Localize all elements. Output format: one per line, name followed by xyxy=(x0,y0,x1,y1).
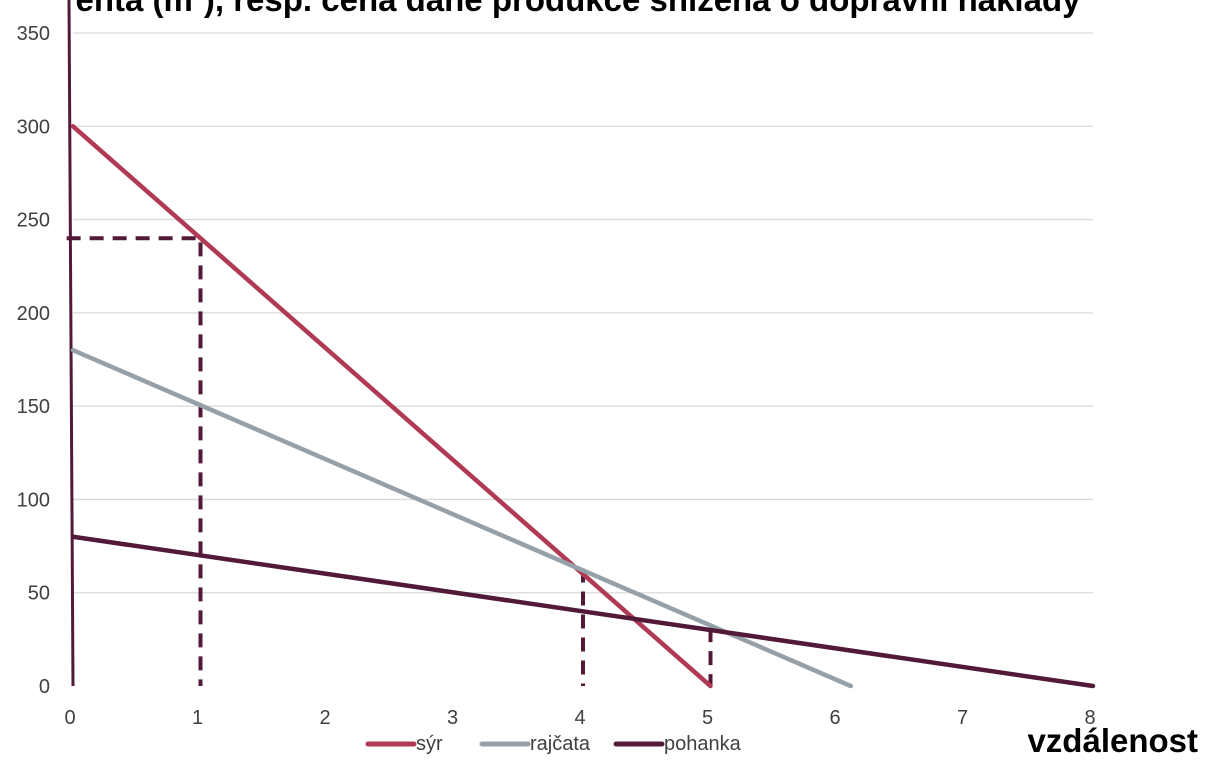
y-tick-label: 200 xyxy=(17,303,50,325)
x-tick-label: 4 xyxy=(574,707,585,729)
guide-lines xyxy=(66,236,713,686)
y-tick-label: 350 xyxy=(17,23,50,45)
y-tick-label: 250 xyxy=(17,210,50,232)
series-line xyxy=(70,534,1096,689)
legend-label: pohanka xyxy=(664,733,742,755)
chart-title: enta (m²), resp. cena dané produkce sníž… xyxy=(76,0,1082,18)
x-tick-label: 8 xyxy=(1084,707,1095,729)
x-tick-label: 6 xyxy=(829,707,840,729)
x-tick-label: 3 xyxy=(447,707,458,729)
y-axis-line xyxy=(67,0,75,687)
x-tick-label: 7 xyxy=(957,707,968,729)
series-lines xyxy=(70,124,1096,689)
x-tick-label: 2 xyxy=(319,707,330,729)
y-tick-label: 300 xyxy=(17,116,50,138)
x-tick-label: 5 xyxy=(702,707,713,729)
y-tick-label: 50 xyxy=(28,583,50,605)
grid-lines xyxy=(73,32,1093,594)
guide-line xyxy=(66,236,203,686)
y-tick-label: 150 xyxy=(17,396,50,418)
x-tick-label: 0 xyxy=(64,707,75,729)
y-tick-labels: 0 50 100 150 200 250 300 350 xyxy=(17,23,50,698)
x-tick-label: 1 xyxy=(192,707,203,729)
y-tick-label: 0 xyxy=(39,676,50,698)
series-line xyxy=(70,124,713,689)
legend: sýr rajčata pohanka xyxy=(365,733,742,755)
x-axis-label: vzdálenost xyxy=(1027,722,1198,759)
y-axis xyxy=(67,0,75,687)
y-tick-label: 100 xyxy=(17,489,50,511)
legend-label: sýr xyxy=(416,733,443,755)
legend-label: rajčata xyxy=(530,733,591,755)
x-tick-labels: 0 1 2 3 4 5 6 7 8 xyxy=(64,707,1095,729)
